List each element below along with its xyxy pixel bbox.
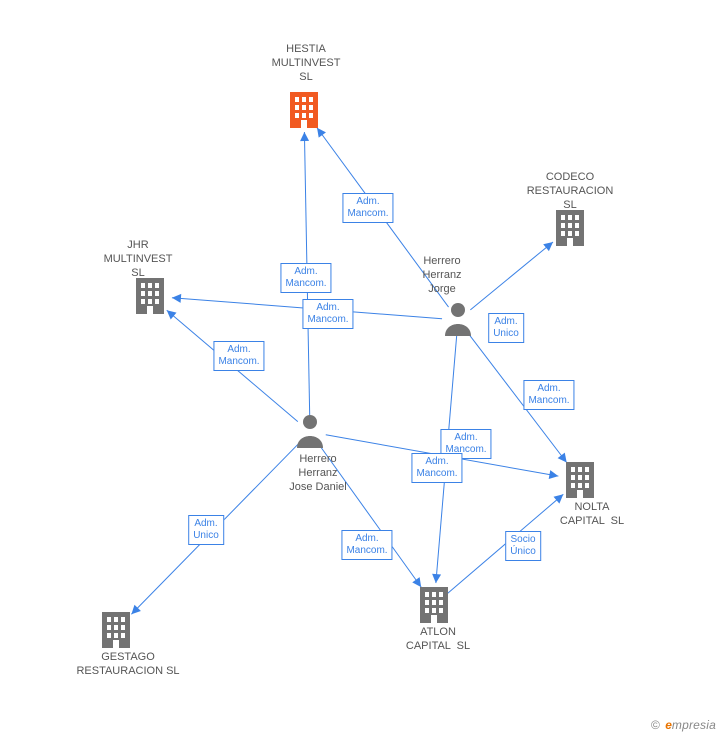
edge-label: Adm. Mancom.: [342, 193, 393, 223]
brand-initial: e: [665, 718, 672, 732]
edge-label: Adm. Unico: [488, 313, 524, 343]
building-icon: [420, 587, 448, 623]
node-label: GESTAGO RESTAURACION SL: [76, 650, 179, 678]
building-icon: [556, 210, 584, 246]
footer: © empresia: [651, 718, 716, 732]
node-label: CODECO RESTAURACION SL: [527, 170, 614, 212]
node-label: Herrero Herranz Jorge: [422, 254, 461, 296]
building-icon: [290, 92, 318, 128]
node-label: Herrero Herranz Jose Daniel: [289, 452, 346, 494]
person-icon: [297, 415, 323, 448]
edge-label: Adm. Unico: [188, 515, 224, 545]
node-label: ATLON CAPITAL SL: [406, 625, 470, 653]
brand-rest: mpresia: [672, 718, 716, 732]
edge-label: Adm. Mancom.: [523, 380, 574, 410]
person-icon: [445, 303, 471, 336]
edge-label: Adm. Mancom.: [280, 263, 331, 293]
building-icon: [566, 462, 594, 498]
edge-label: Adm. Mancom.: [341, 530, 392, 560]
copyright-symbol: ©: [651, 718, 660, 732]
building-icon: [136, 278, 164, 314]
edge-label: Adm. Mancom.: [213, 341, 264, 371]
node-label: JHR MULTINVEST SL: [104, 238, 173, 280]
building-icon: [102, 612, 130, 648]
edge-label: Adm. Mancom.: [302, 299, 353, 329]
edge-label: Adm. Mancom.: [411, 453, 462, 483]
edge-label: Socio Único: [505, 531, 541, 561]
node-label: NOLTA CAPITAL SL: [560, 500, 624, 528]
edges-svg: [0, 0, 728, 740]
node-label: HESTIA MULTINVEST SL: [272, 42, 341, 84]
diagram-stage: © empresia Adm. Mancom. Adm. Mancom. Adm. …: [0, 0, 728, 740]
